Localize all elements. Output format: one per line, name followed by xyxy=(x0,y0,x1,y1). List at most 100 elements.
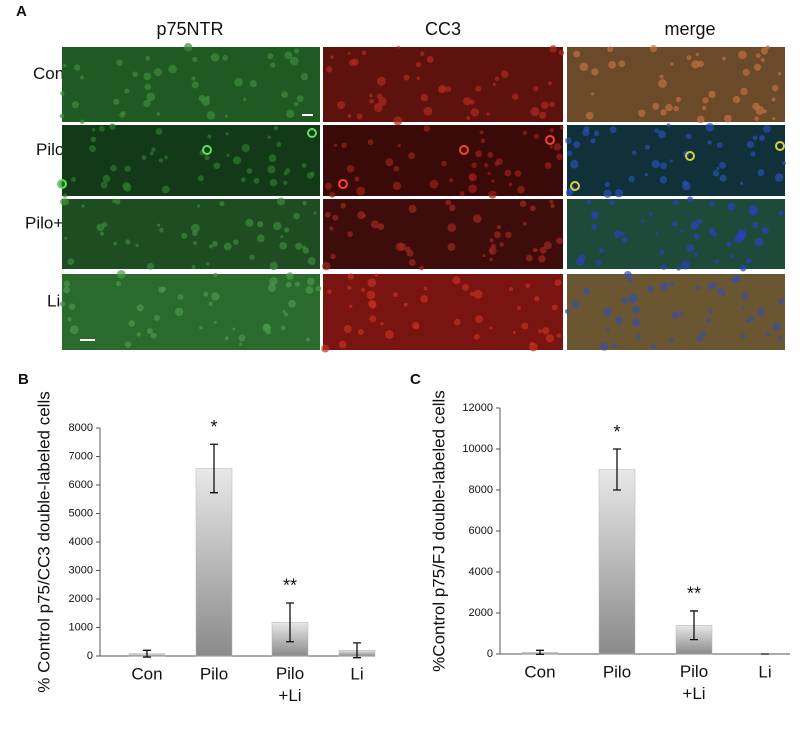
cell-spot xyxy=(740,181,744,185)
cell-spot xyxy=(757,168,765,177)
cell-spot xyxy=(63,280,70,287)
y-tick-label: 6000 xyxy=(69,479,93,491)
cell-spot xyxy=(632,150,637,155)
cell-spot xyxy=(284,312,289,317)
cell-spot xyxy=(765,45,770,49)
labeled-cell xyxy=(57,179,67,189)
cell-spot xyxy=(590,92,595,96)
cell-spot xyxy=(305,285,314,294)
cell-spot xyxy=(376,93,383,100)
cell-spot xyxy=(404,246,411,253)
cell-spot xyxy=(558,49,565,56)
cell-spot xyxy=(681,260,690,270)
cell-spot xyxy=(305,337,310,342)
cell-spot xyxy=(59,301,66,307)
significance-marker: * xyxy=(210,417,217,437)
cell-spot xyxy=(160,286,166,292)
cell-spot xyxy=(232,156,242,165)
cell-spot xyxy=(658,79,667,88)
cell-spot xyxy=(771,84,779,92)
cell-spot xyxy=(423,106,433,116)
cell-spot xyxy=(286,109,295,118)
cell-spot xyxy=(63,286,70,294)
cell-spot xyxy=(475,85,482,92)
cell-spot xyxy=(423,286,428,291)
cell-spot xyxy=(376,76,386,86)
cell-spot xyxy=(517,185,525,194)
micrograph xyxy=(323,199,563,269)
cell-spot xyxy=(267,135,271,139)
cell-spot xyxy=(695,285,701,290)
x-tick-label: Pilo xyxy=(603,662,631,681)
cell-spot xyxy=(370,220,380,229)
cell-spot xyxy=(284,227,290,233)
y-tick-label: 5000 xyxy=(69,507,93,519)
cell-spot xyxy=(629,293,638,303)
cell-spot xyxy=(565,189,573,197)
cell-spot xyxy=(702,97,709,104)
cell-spot xyxy=(652,102,660,110)
cell-spot xyxy=(583,287,590,295)
cell-spot xyxy=(655,232,659,236)
cell-spot xyxy=(738,50,747,60)
cell-spot xyxy=(368,93,373,98)
cell-spot xyxy=(489,326,493,330)
cell-spot xyxy=(211,292,220,301)
error-bar xyxy=(353,642,361,659)
cell-spot xyxy=(313,211,317,215)
cell-spot xyxy=(213,320,217,324)
cell-spot xyxy=(367,139,374,146)
cell-spot xyxy=(276,142,282,147)
cell-spot xyxy=(706,317,712,324)
cell-spot xyxy=(538,255,546,263)
cell-spot xyxy=(203,291,209,297)
cell-spot xyxy=(535,248,539,252)
cell-spot xyxy=(648,212,653,216)
cell-spot xyxy=(534,295,540,302)
cell-spot xyxy=(538,329,543,334)
cell-spot xyxy=(212,240,219,247)
cell-spot xyxy=(270,62,276,68)
cell-spot xyxy=(707,140,712,145)
cell-spot xyxy=(445,199,452,206)
y-axis-label: % Control p75/CC3 double-labeled cells xyxy=(34,391,53,692)
cell-spot xyxy=(124,88,130,94)
cell-spot xyxy=(760,57,765,63)
cell-spot xyxy=(620,231,625,236)
cell-spot xyxy=(232,327,236,331)
cell-spot xyxy=(71,101,80,109)
cell-spot xyxy=(709,281,717,290)
cell-spot xyxy=(604,181,610,187)
cell-spot xyxy=(419,265,424,271)
cell-spot xyxy=(730,254,734,259)
cell-spot xyxy=(672,221,678,227)
cell-spot xyxy=(420,295,429,303)
cell-spot xyxy=(62,198,70,206)
cell-spot xyxy=(302,200,307,206)
cell-spot xyxy=(283,180,288,185)
cell-spot xyxy=(651,159,660,169)
cell-spot xyxy=(582,128,590,137)
cell-spot xyxy=(60,91,65,96)
panel-label: B xyxy=(18,371,29,388)
cell-spot xyxy=(269,277,278,286)
cell-spot xyxy=(293,101,299,107)
error-bar xyxy=(286,602,294,643)
cell-spot xyxy=(549,45,557,53)
cell-spot xyxy=(571,300,580,309)
micrograph xyxy=(62,274,320,350)
cell-spot xyxy=(489,257,494,262)
cell-spot xyxy=(746,141,754,149)
labeled-cell xyxy=(307,128,317,138)
cell-spot xyxy=(752,102,760,110)
cell-spot xyxy=(760,47,768,55)
cell-spot xyxy=(192,56,198,63)
cell-spot xyxy=(204,154,210,161)
cell-spot xyxy=(521,322,529,330)
cell-spot xyxy=(673,105,679,112)
cell-spot xyxy=(412,321,420,330)
cell-spot xyxy=(613,230,622,239)
cell-spot xyxy=(349,304,353,309)
cell-spot xyxy=(159,227,164,233)
cell-spot xyxy=(347,285,352,291)
